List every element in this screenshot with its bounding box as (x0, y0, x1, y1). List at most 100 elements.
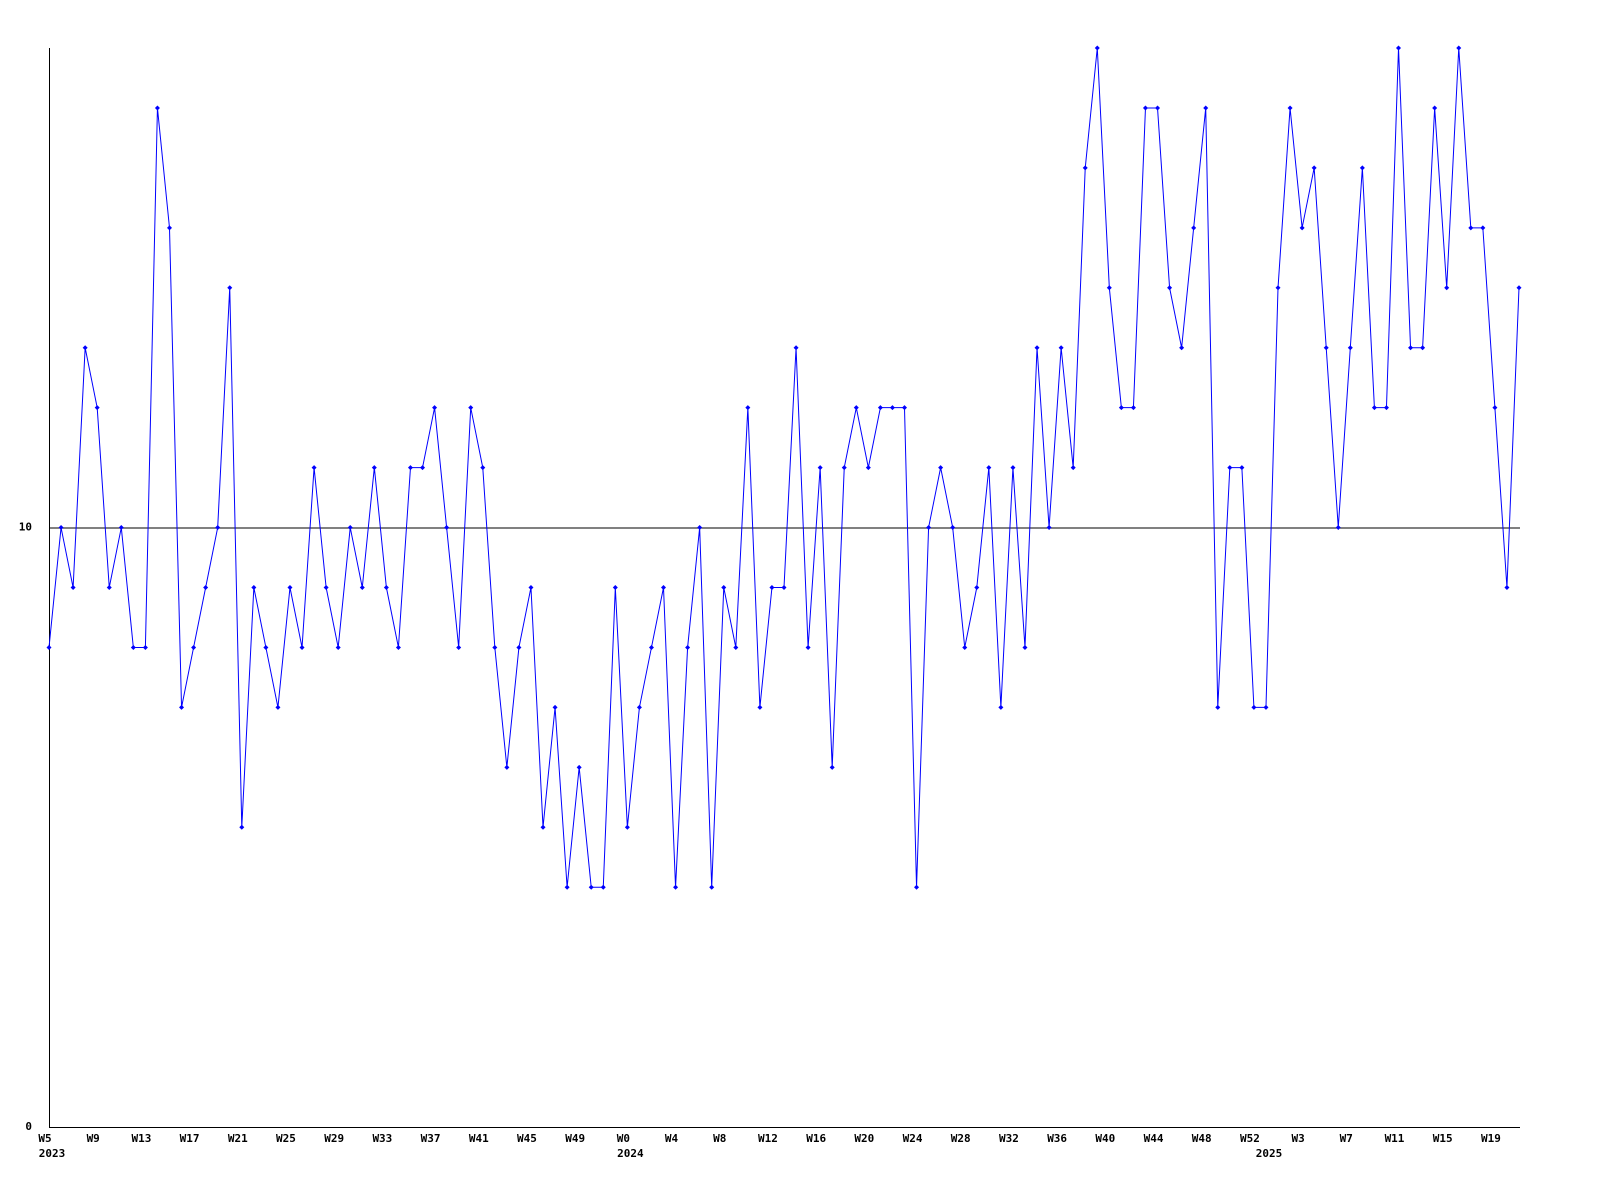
data-point (1155, 105, 1161, 111)
data-point (1142, 105, 1148, 111)
data-point (323, 585, 329, 590)
data-point (142, 644, 148, 650)
data-point (480, 465, 486, 471)
data-point (648, 644, 654, 650)
x-tick-label: W32 (999, 1132, 1019, 1145)
data-point (986, 465, 992, 471)
data-point (709, 884, 715, 890)
data-point (58, 525, 64, 531)
data-point (1179, 345, 1185, 351)
data-point (444, 525, 450, 531)
x-tick-label: W20 (854, 1132, 874, 1145)
data-point (901, 405, 907, 411)
data-point (1251, 704, 1257, 710)
x-tick-label: W15 (1433, 1132, 1453, 1145)
data-point (528, 585, 534, 590)
x-tick-label: W0 (617, 1132, 630, 1145)
data-point (468, 405, 474, 411)
data-point (1070, 465, 1076, 471)
data-point (1311, 165, 1317, 171)
data-point (251, 585, 257, 590)
data-point (46, 644, 52, 650)
data-point (130, 644, 136, 650)
data-point (1408, 345, 1414, 351)
data-point (516, 644, 522, 650)
data-point (926, 525, 932, 531)
x-year-label: 2023 (39, 1147, 66, 1160)
y-tick-label: 0 (25, 1120, 32, 1133)
data-point (685, 644, 691, 650)
data-point (1335, 525, 1341, 531)
data-point (1082, 165, 1088, 171)
x-tick-label: W17 (180, 1132, 200, 1145)
data-point (733, 644, 739, 650)
data-point (998, 704, 1004, 710)
data-point (1347, 345, 1353, 351)
x-tick-label: W33 (372, 1132, 392, 1145)
data-point (1227, 465, 1233, 471)
data-point (1106, 285, 1112, 291)
data-point (106, 585, 112, 590)
data-point (1022, 644, 1028, 650)
data-point (805, 644, 811, 650)
data-point (1396, 45, 1402, 51)
data-point (950, 525, 956, 531)
x-tick-label: W36 (1047, 1132, 1067, 1145)
data-point (697, 525, 703, 531)
data-point (1034, 345, 1040, 351)
data-point (1203, 105, 1209, 111)
data-point (938, 465, 944, 471)
x-tick-label: W24 (903, 1132, 923, 1145)
data-point (636, 704, 642, 710)
x-tick-label: W8 (713, 1132, 726, 1145)
data-point (118, 525, 124, 531)
data-point (263, 644, 269, 650)
data-point (853, 405, 859, 411)
x-tick-label: W9 (87, 1132, 100, 1145)
data-point (661, 585, 667, 590)
data-point (203, 585, 209, 590)
x-year-label: 2024 (617, 1147, 644, 1160)
data-point (540, 824, 546, 830)
data-point (347, 525, 353, 531)
data-point (420, 465, 426, 471)
data-point (1371, 405, 1377, 411)
data-point (1239, 465, 1245, 471)
data-point (335, 644, 341, 650)
data-point (1432, 105, 1438, 111)
data-point (1504, 585, 1510, 590)
x-tick-label: W28 (951, 1132, 971, 1145)
data-point (1480, 225, 1486, 231)
data-point (889, 405, 895, 411)
data-point (1468, 225, 1474, 231)
data-point (239, 824, 245, 830)
data-point (841, 465, 847, 471)
data-point (757, 704, 763, 710)
data-point (299, 644, 305, 650)
data-point (1383, 405, 1389, 411)
data-point (769, 585, 775, 590)
data-point (1167, 285, 1173, 291)
data-point (793, 345, 799, 351)
x-tick-label: W29 (324, 1132, 344, 1145)
y-tick-label: 10 (19, 521, 32, 534)
x-tick-label: W44 (1144, 1132, 1164, 1145)
data-point (1323, 345, 1329, 351)
data-point (287, 585, 293, 590)
x-tick-label: W11 (1385, 1132, 1405, 1145)
data-point (492, 644, 498, 650)
data-point (94, 405, 100, 411)
x-tick-label: W3 (1291, 1132, 1304, 1145)
x-tick-label: W49 (565, 1132, 585, 1145)
data-point (974, 585, 980, 590)
data-point (1299, 225, 1305, 231)
x-year-label: 2025 (1256, 1147, 1283, 1160)
x-tick-label: W16 (806, 1132, 826, 1145)
data-point (432, 405, 438, 411)
data-point (1359, 165, 1365, 171)
data-point (588, 884, 594, 890)
data-point (552, 704, 558, 710)
data-point (962, 644, 968, 650)
